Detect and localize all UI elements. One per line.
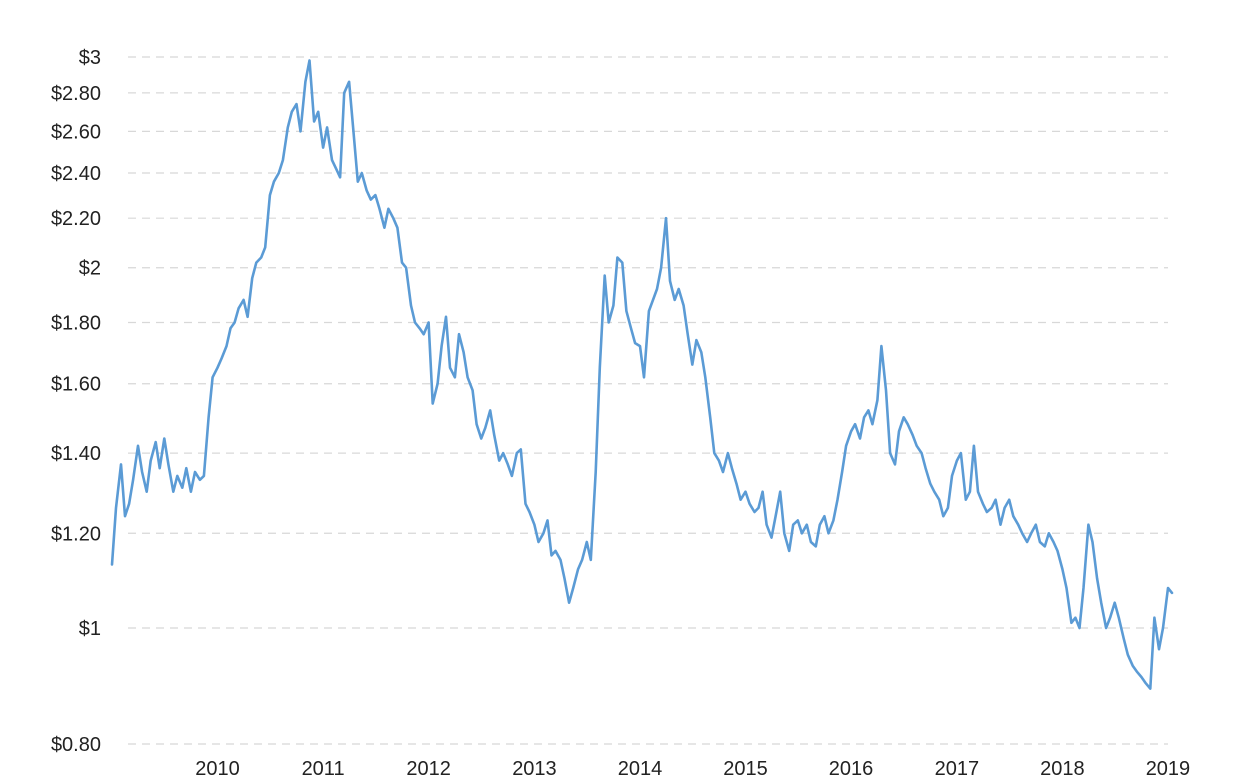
- x-tick-label: 2014: [618, 758, 663, 780]
- y-tick-label: $2.80: [51, 83, 101, 105]
- y-axis: $3 $2.80 $2.60 $2.40 $2.20 $2 $1.80 $1.60 $1.40 $…: [51, 47, 101, 756]
- y-tick-label: $2: [79, 258, 101, 280]
- x-tick-label: 2015: [723, 758, 768, 780]
- y-tick-label: $1.40: [51, 443, 101, 465]
- x-axis: 2010 2011 2012 2013 2014 2015 2016 2017 2018 2019: [195, 758, 1190, 780]
- x-tick-label: 2010: [195, 758, 240, 780]
- y-tick-label: $1.20: [51, 523, 101, 545]
- y-tick-label: $1.80: [51, 313, 101, 335]
- x-tick-label: 2019: [1146, 758, 1191, 780]
- y-tick-label: $1: [79, 618, 101, 640]
- series-line: [110, 59, 1174, 690]
- y-tick-label: $3: [79, 47, 101, 69]
- x-tick-label: 2011: [302, 758, 345, 780]
- x-tick-label: 2018: [1040, 758, 1085, 780]
- y-tick-label: $2.20: [51, 208, 101, 230]
- x-tick-label: 2017: [935, 758, 980, 780]
- x-tick-label: 2012: [406, 758, 451, 780]
- x-tick-label: 2013: [512, 758, 557, 780]
- y-tick-label: $0.80: [51, 734, 101, 756]
- y-tick-label: $1.60: [51, 374, 101, 396]
- x-tick-label: 2016: [829, 758, 874, 780]
- y-tick-label: $2.60: [51, 121, 101, 143]
- y-tick-label: $2.40: [51, 163, 101, 185]
